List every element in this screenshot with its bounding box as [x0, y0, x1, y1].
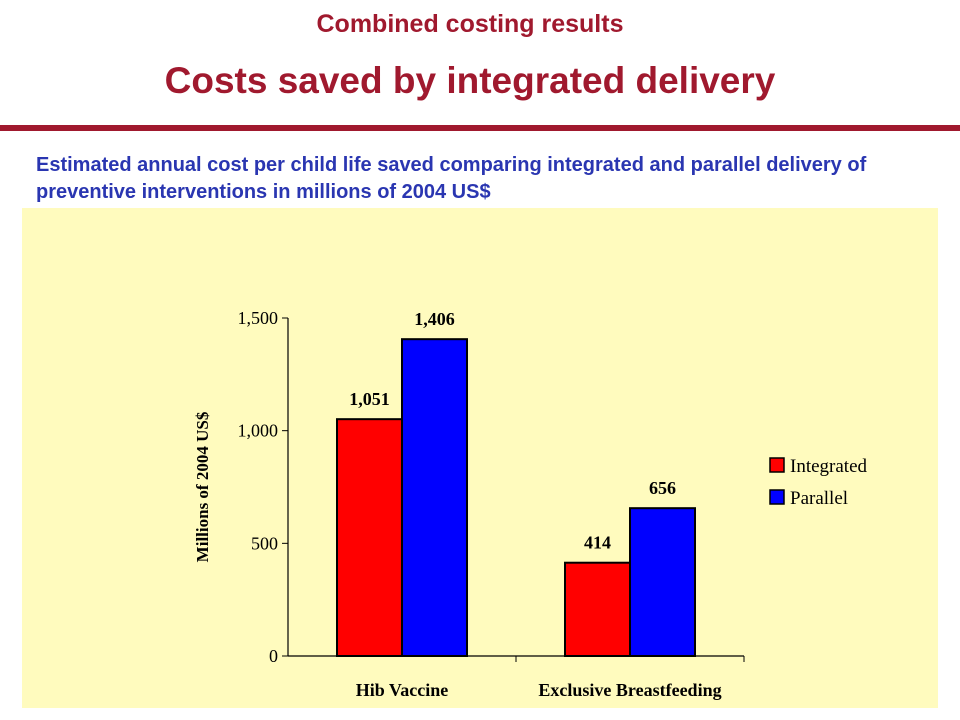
legend-swatch-parallel [769, 489, 785, 505]
y-tick-label: 500 [251, 533, 278, 553]
data-label: 656 [649, 478, 676, 498]
y-tick-label: 1,500 [238, 308, 279, 328]
legend-swatch-integrated [769, 457, 785, 473]
slide-kicker: Combined costing results [316, 10, 624, 38]
x-category-label: Hib Vaccine [356, 680, 449, 700]
data-label: 1,406 [414, 309, 455, 329]
y-tick-label: 1,000 [238, 421, 279, 441]
bar-parallel-1 [629, 507, 696, 657]
legend-label-parallel: Parallel [790, 488, 848, 509]
title-divider [0, 125, 960, 131]
data-label: 414 [584, 533, 611, 553]
x-category-label: Exclusive Breastfeeding [538, 680, 721, 700]
data-label: 1,051 [349, 389, 390, 409]
y-tick-label: 0 [269, 646, 278, 666]
slide-title: Costs saved by integrated delivery [164, 60, 776, 101]
chart-subtitle: Estimated annual cost per child life sav… [36, 154, 867, 203]
chart-panel: 0 500 1,000 1,500 1,051 1,406 Hib Vaccine 414 65… [22, 208, 938, 708]
bar-parallel-0 [401, 338, 468, 657]
bar-chart: 0 500 1,000 1,500 1,051 1,406 Hib Vaccine 414 65… [193, 308, 868, 700]
bar-integrated-1 [564, 561, 631, 658]
y-axis-title: Millions of 2004 US$ [193, 411, 212, 562]
legend-label-integrated: Integrated [790, 456, 868, 477]
bar-integrated-0 [336, 418, 403, 657]
